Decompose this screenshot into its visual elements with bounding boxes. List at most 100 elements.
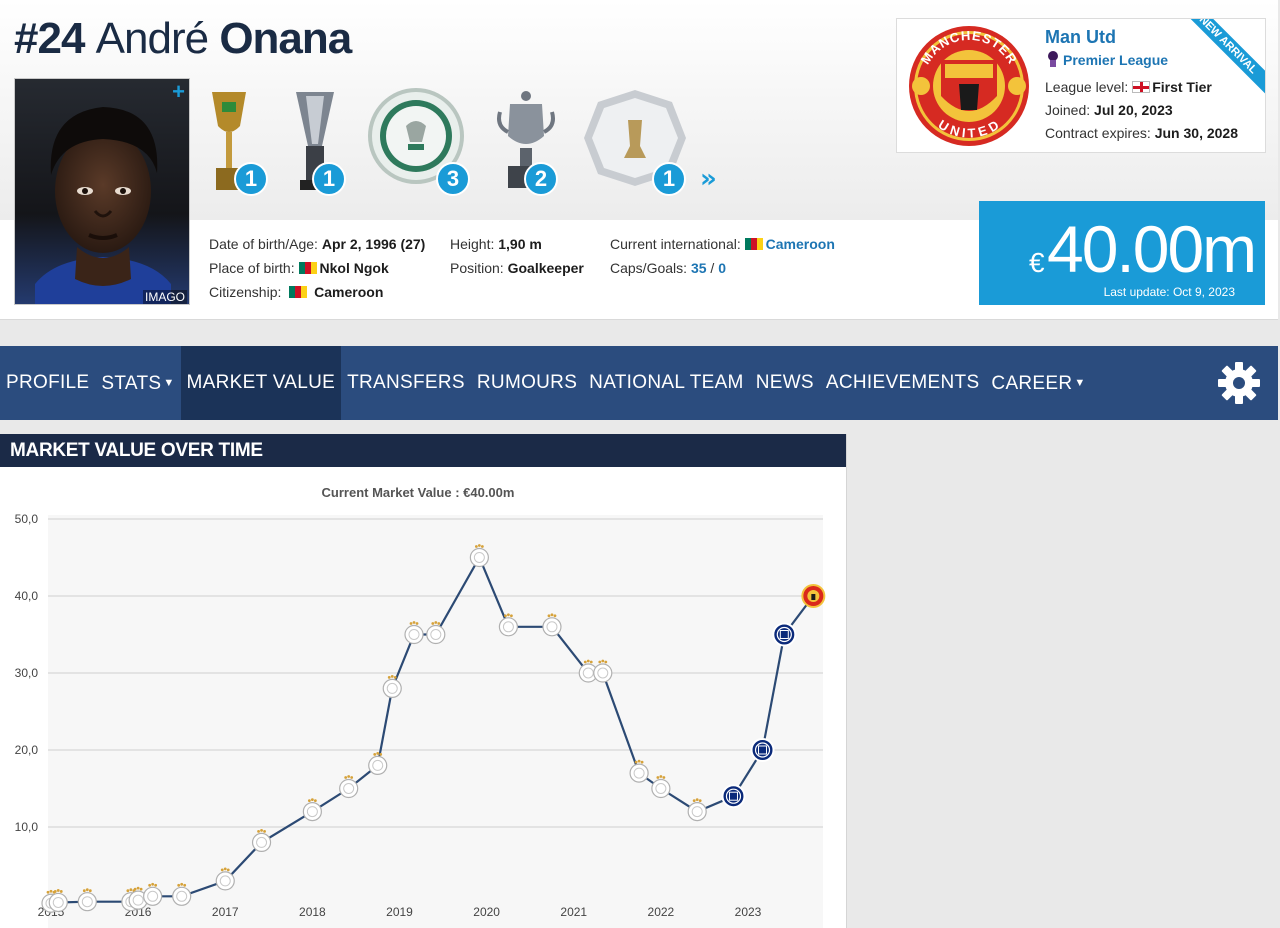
tab-market-value[interactable]: MARKET VALUE [180, 346, 342, 420]
x-tick-label: 2017 [212, 905, 239, 919]
data-point-ajax[interactable] [215, 867, 235, 891]
trophy-johan-cruijff-shield[interactable]: 1 [580, 86, 686, 196]
johan-cruijff-shield-icon [584, 90, 686, 186]
data-point-ajax[interactable] [542, 613, 562, 637]
contract-row: Contract expires: Jun 30, 2028 [1045, 125, 1238, 141]
panel-title: MARKET VALUE OVER TIME [0, 434, 846, 467]
y-tick-label: 10,0 [15, 820, 39, 834]
data-point-inter[interactable] [721, 784, 746, 809]
shirt-number: #24 [14, 14, 85, 63]
first-name: André [95, 14, 209, 63]
cameroon-flag-icon [298, 262, 317, 274]
data-point-ajax[interactable] [651, 775, 671, 799]
chevron-down-icon: ▼ [163, 377, 175, 389]
data-point-ajax[interactable] [469, 544, 489, 568]
info-column-international: Current international: Cameroon Caps/Goa… [610, 232, 835, 280]
goals-link[interactable]: 0 [718, 260, 726, 276]
info-column-personal: Date of birth/Age: Apr 2, 1996 (27) Plac… [209, 232, 425, 304]
info-column-physical: Height: 1,90 m Position: Goalkeeper [450, 232, 584, 280]
data-point-inter[interactable] [750, 738, 775, 762]
pob-label: Place of birth: [209, 260, 295, 276]
info-row-caps: Caps/Goals: 35 / 0 [610, 256, 835, 280]
cameroon-flag-icon [289, 286, 308, 298]
tab-career[interactable]: CAREER ▼ [991, 373, 1086, 394]
data-point-ajax[interactable] [251, 829, 272, 852]
citizenship-value: Cameroon [314, 284, 384, 300]
contract-label: Contract expires: [1045, 125, 1151, 141]
player-name: #24 André Onana [14, 14, 352, 64]
data-point-ajax[interactable] [302, 798, 322, 822]
data-point-ajax[interactable] [339, 775, 359, 799]
y-tick-label: 30,0 [15, 666, 39, 680]
market-value-chart-container: Current Market Value : €40.00m 10,0 20,0 3… [0, 467, 847, 928]
club-name-link[interactable]: Man Utd [1045, 27, 1116, 47]
info-row-height: Height: 1,90 m [450, 232, 584, 256]
joined-label: Joined: [1045, 102, 1091, 118]
market-value-panel: MARKET VALUE OVER TIME Current Market Va… [0, 434, 847, 928]
data-point-ajax[interactable] [593, 659, 613, 683]
data-point-ajax[interactable] [172, 882, 192, 906]
data-point-ajax[interactable] [77, 888, 97, 912]
photo-credit: IMAGO [142, 290, 187, 304]
data-point-ajax[interactable] [48, 889, 68, 913]
more-trophies-link[interactable]: » [700, 164, 717, 194]
trophy-knvb-cup[interactable]: 2 [496, 86, 596, 196]
tab-profile[interactable]: PROFILE [6, 372, 90, 393]
crest-text-bottom: UNITED [936, 117, 1002, 141]
intl-team-link[interactable]: Cameroon [765, 236, 835, 252]
joined-value: Jul 20, 2023 [1094, 102, 1173, 118]
x-tick-label: 2022 [648, 905, 675, 919]
trophy-italian-super-cup[interactable]: 1 [292, 86, 392, 196]
player-photo[interactable]: + IMAGO [14, 78, 190, 305]
market-value-box[interactable]: € 40.00m Last update: Oct 9, 2023 [979, 201, 1265, 305]
league-level-label: League level: [1045, 79, 1129, 95]
x-tick-label: 2023 [735, 905, 762, 919]
y-tick-label: 50,0 [15, 512, 39, 526]
data-point-manutd[interactable] [801, 584, 826, 608]
tab-national-team[interactable]: NATIONAL TEAM [589, 372, 744, 393]
trophy-coppa-italia[interactable]: 1 [206, 86, 306, 196]
tab-rumours[interactable]: RUMOURS [476, 372, 578, 393]
trophy-count-badge: 1 [652, 162, 686, 196]
chart-title: Current Market Value : €40.00m [322, 485, 515, 500]
market-value-amount: 40.00m [1047, 212, 1257, 286]
current-club-box: MANCHESTER UNITED Man Utd Premier League… [896, 18, 1266, 153]
last-name: Onana [219, 14, 352, 63]
data-point-ajax[interactable] [404, 621, 424, 645]
citizenship-label: Citizenship: [209, 284, 282, 300]
england-flag-icon [1132, 81, 1151, 93]
currency-symbol: € [1029, 247, 1045, 278]
trophy-eredivisie-plate[interactable]: 3 [366, 86, 470, 196]
data-point-inter[interactable] [772, 622, 797, 647]
league-link[interactable]: Premier League [1047, 51, 1168, 68]
caps-separator: / [706, 260, 719, 276]
tab-achievements[interactable]: ACHIEVEMENTS [825, 372, 980, 393]
tab-news[interactable]: NEWS [755, 372, 814, 393]
data-point-ajax[interactable] [498, 613, 519, 637]
info-row-pob: Place of birth: Nkol Ngok [209, 256, 425, 280]
dob-label: Date of birth/Age: [209, 236, 318, 252]
data-point-ajax[interactable] [368, 752, 388, 775]
photo-expand-icon[interactable]: + [172, 79, 185, 104]
x-tick-label: 2021 [560, 905, 587, 919]
data-point-ajax[interactable] [687, 798, 707, 822]
tab-transfers[interactable]: TRANSFERS [347, 372, 465, 393]
dob-value[interactable]: Apr 2, 1996 (27) [321, 236, 426, 252]
caps-link[interactable]: 35 [690, 260, 707, 276]
trophy-count-badge: 2 [524, 162, 558, 196]
info-row-dob: Date of birth/Age: Apr 2, 1996 (27) [209, 232, 425, 256]
data-point-ajax[interactable] [426, 621, 446, 645]
league-level-value: First Tier [1152, 79, 1212, 95]
y-tick-label: 40,0 [15, 589, 39, 603]
player-header: #24 André Onana + IMAGO [0, 0, 1278, 320]
eredivisie-plate-icon [368, 88, 464, 184]
svg-text:UNITED: UNITED [936, 117, 1003, 141]
intl-label: Current international: [610, 236, 741, 252]
data-point-ajax[interactable] [629, 759, 649, 783]
data-point-ajax[interactable] [143, 882, 163, 906]
gear-icon[interactable] [1216, 360, 1262, 406]
last-update-text: Last update: Oct 9, 2023 [1103, 285, 1235, 299]
man-utd-crest-icon[interactable]: MANCHESTER UNITED [907, 24, 1031, 148]
data-point-ajax[interactable] [382, 675, 402, 698]
tab-stats[interactable]: STATS ▼ [101, 373, 175, 394]
